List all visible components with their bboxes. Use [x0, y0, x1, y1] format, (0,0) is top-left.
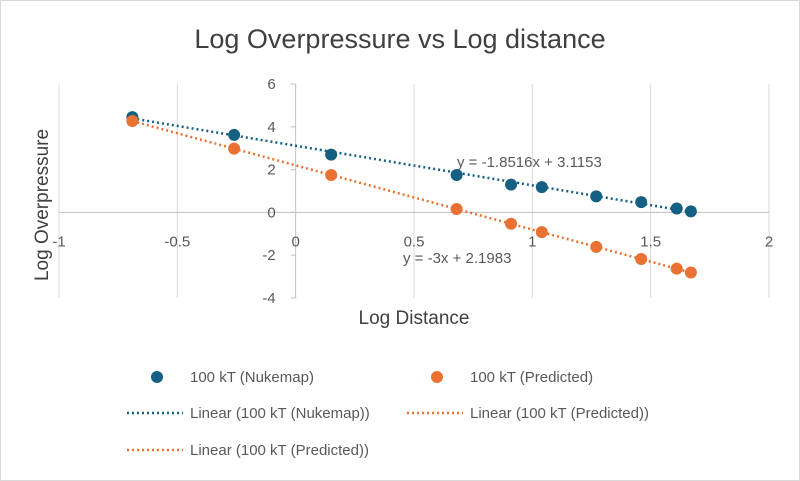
data-points: [126, 111, 697, 279]
point-nukemap: [535, 181, 548, 194]
y-tick-label: 0: [267, 204, 275, 221]
legend-label: Linear (100 kT (Predicted)): [190, 442, 369, 459]
x-tick-label: -1: [52, 233, 65, 250]
grid: [58, 84, 770, 298]
legend-item: Linear (100 kT (Predicted)): [127, 442, 369, 459]
x-tick-label: 1.5: [640, 233, 661, 250]
point-predicted: [684, 266, 697, 279]
legend-item: Linear (100 kT (Nukemap)): [127, 405, 370, 422]
legend-item: 100 kT (Predicted): [431, 369, 593, 386]
x-tick-label: 1: [528, 233, 536, 250]
point-predicted: [450, 202, 463, 215]
point-nukemap: [505, 178, 518, 191]
x-tick-label: 2: [765, 233, 773, 250]
point-nukemap: [684, 205, 697, 218]
y-axis-label: Log Overpressure: [32, 129, 53, 281]
tick-labels: -1 -0.5 0 0.5 1 1.5 2 -4 -2 0 2 4 6: [52, 76, 773, 307]
legend-label: Linear (100 kT (Predicted)): [470, 405, 649, 422]
point-predicted: [126, 115, 139, 128]
legend-label: Linear (100 kT (Nukemap)): [190, 405, 370, 422]
point-predicted: [505, 217, 518, 230]
x-tick-label: 0: [291, 233, 299, 250]
legend-item: Linear (100 kT (Predicted)): [407, 405, 649, 422]
point-predicted: [635, 253, 648, 266]
point-nukemap: [228, 128, 241, 141]
legend-marker: [431, 371, 443, 383]
y-tick-label: 6: [267, 76, 275, 93]
chart-title: Log Overpressure vs Log distance: [194, 24, 605, 54]
trendline-predicted: [132, 119, 692, 274]
y-tick-label: -4: [262, 290, 275, 307]
y-tick-label: -2: [262, 247, 275, 264]
point-nukemap: [670, 202, 683, 215]
trendline-nukemap: [132, 117, 692, 214]
point-nukemap: [635, 196, 648, 209]
x-tick-label: 0.5: [404, 233, 425, 250]
legend-marker: [151, 371, 163, 383]
legend-label: 100 kT (Nukemap): [190, 369, 314, 386]
point-nukemap: [450, 168, 463, 181]
y-tick-label: 4: [267, 119, 275, 136]
axes: [59, 83, 769, 299]
point-nukemap: [590, 190, 603, 203]
point-predicted: [535, 226, 548, 239]
point-nukemap: [325, 148, 338, 161]
point-predicted: [590, 240, 603, 253]
point-predicted: [228, 142, 241, 155]
x-axis-label: Log Distance: [359, 308, 470, 329]
legend-item: 100 kT (Nukemap): [151, 369, 314, 386]
x-tick-label: -0.5: [164, 233, 190, 250]
trend-equation-nukemap: y = -1.8516x + 3.1153: [457, 154, 602, 171]
point-predicted: [325, 168, 338, 181]
legend: 100 kT (Nukemap) 100 kT (Predicted) Linear…: [127, 369, 649, 459]
trend-equation-predicted: y = -3x + 2.1983: [403, 250, 511, 267]
y-tick-label: 2: [267, 162, 275, 179]
point-predicted: [670, 262, 683, 275]
legend-label: 100 kT (Predicted): [470, 369, 593, 386]
